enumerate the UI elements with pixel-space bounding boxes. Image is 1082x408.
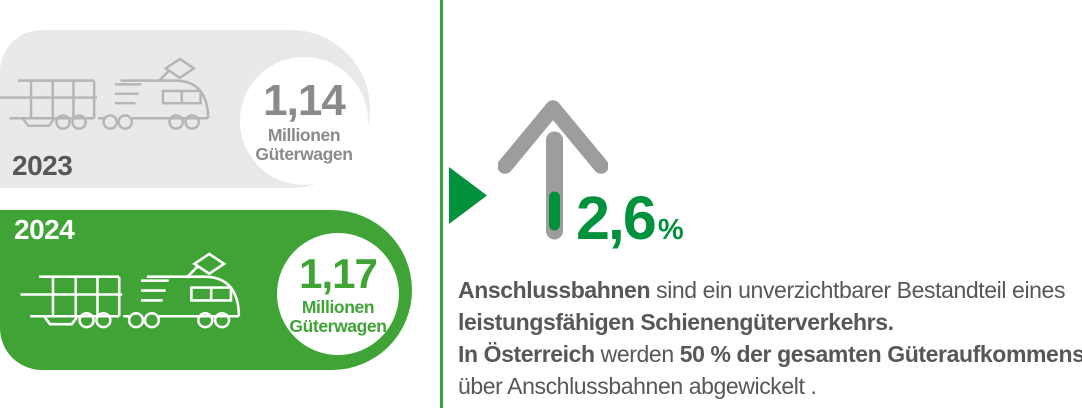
growth-arrow-up-icon — [498, 100, 608, 240]
unit-2023-line2: Güterwagen — [255, 143, 353, 164]
unit-2024-line2: Güterwagen — [289, 315, 387, 336]
description-line-1: Anschlussbahnen sind ein unverzichtbarer… — [458, 277, 1066, 303]
divider-line — [440, 0, 443, 408]
panel-2024: 2024 1,17 Millionen Güterwagen — [0, 210, 412, 370]
growth-unit: % — [657, 214, 684, 246]
value-2023: 1,14 — [263, 75, 346, 125]
panel-2023: 2023 1,14 Millionen Güterwagen — [0, 30, 370, 188]
growth-value: 2,6 — [576, 184, 657, 252]
year-label-2024: 2024 — [14, 214, 75, 245]
description-text: Anschlussbahnen sind ein unverzichtbarer… — [458, 274, 1082, 402]
value-badge-2024: 1,17 Millionen Güterwagen — [277, 233, 399, 355]
value-badge-2023: 1,14 Millionen Güterwagen — [240, 57, 368, 185]
description-line-2: leistungsfähigen Schienengüterverkehrs. — [458, 309, 894, 335]
freight-train-icon — [0, 56, 226, 141]
freight-train-icon — [20, 251, 258, 340]
unit-2024-line1: Millionen — [301, 296, 375, 317]
value-2024: 1,17 — [299, 249, 378, 297]
right-pointer-triangle-icon — [449, 167, 487, 224]
description-line-3: In Österreich werden 50 % der gesamten G… — [458, 341, 1082, 367]
unit-2023-line1: Millionen — [267, 124, 341, 145]
year-label-2023: 2023 — [12, 150, 73, 181]
growth-stat: 2,6 % — [576, 188, 684, 249]
description-line-4: über Anschlussbahnen abgewickelt . — [458, 373, 817, 399]
